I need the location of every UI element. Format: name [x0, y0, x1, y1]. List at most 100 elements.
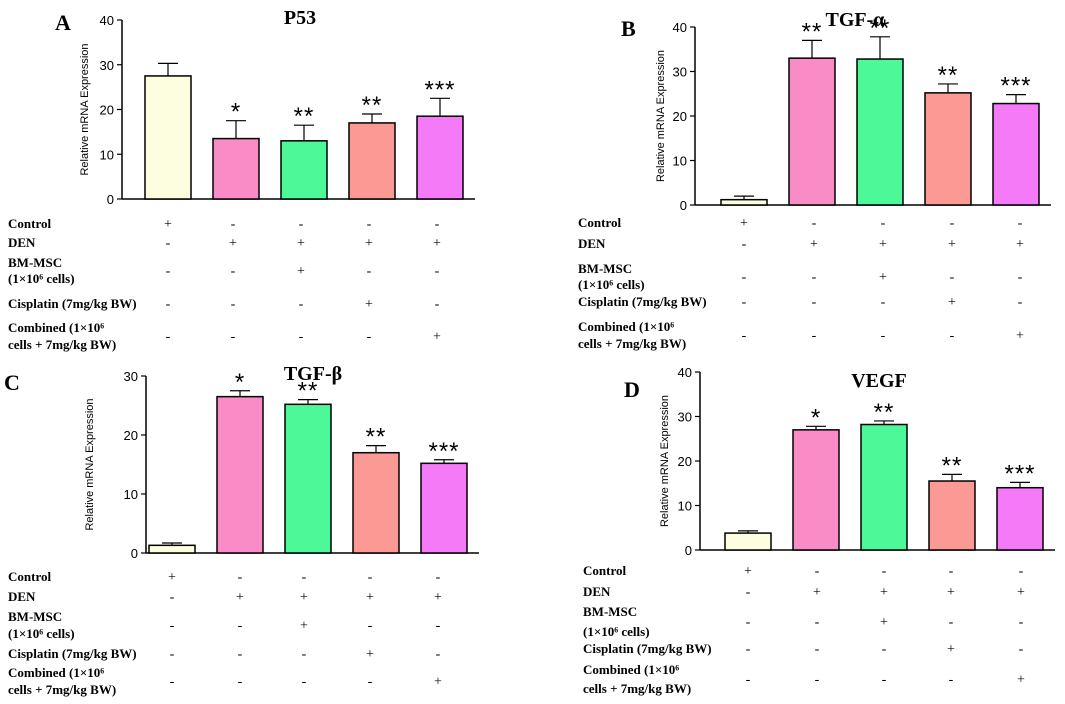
treatment-sign: -: [746, 585, 751, 600]
significance-label: *: [235, 369, 245, 396]
treatment-sign: -: [815, 642, 820, 657]
row-label: Cisplatin (7mg/kg BW): [8, 646, 137, 661]
row-label: cells + 7mg/kg BW): [583, 681, 691, 696]
treatment-sign: -: [746, 615, 751, 630]
row-label: Control: [8, 569, 51, 584]
treatment-sign: -: [881, 329, 886, 344]
treatment-sign: -: [302, 675, 307, 690]
treatment-sign: +: [365, 236, 373, 251]
treatment-sign: -: [949, 673, 954, 688]
significance-label: **: [802, 18, 823, 45]
panel-letter: A: [55, 10, 71, 35]
y-axis-label: Relative mRNA Expression: [84, 398, 96, 530]
significance-label: **: [294, 103, 315, 130]
bar-bmmsc: [284, 403, 332, 554]
treatment-sign: -: [231, 217, 236, 232]
treatment-sign: -: [436, 570, 441, 585]
bar-control: [144, 75, 192, 200]
y-axis-label: Relative mRNA Expression: [659, 395, 671, 527]
treatment-sign: +: [366, 647, 374, 662]
y-tick-label: 10: [124, 487, 138, 502]
row-label: DEN: [578, 236, 606, 251]
y-tick-label: 0: [131, 546, 138, 561]
treatment-sign: -: [435, 297, 440, 312]
treatment-sign: -: [238, 647, 243, 662]
treatment-sign: +: [948, 295, 956, 310]
treatment-sign: -: [302, 570, 307, 585]
treatment-sign: -: [166, 297, 171, 312]
treatment-sign: +: [879, 270, 887, 285]
treatment-sign: +: [229, 236, 237, 251]
row-label: (1×10⁶ cells): [583, 624, 650, 639]
treatment-sign: -: [950, 216, 955, 231]
treatment-sign: -: [949, 615, 954, 630]
treatment-sign: -: [170, 590, 175, 605]
bar-control: [148, 544, 196, 554]
treatment-sign: -: [815, 564, 820, 579]
treatment-sign: -: [815, 673, 820, 688]
row-label: BM-MSC: [578, 261, 632, 276]
treatment-sign: -: [368, 570, 373, 585]
significance-label: ***: [428, 438, 459, 465]
treatment-sign: -: [950, 270, 955, 285]
y-tick-label: 20: [100, 103, 114, 118]
treatment-sign: +: [879, 237, 887, 252]
treatment-sign: +: [880, 615, 888, 630]
row-label: Control: [578, 215, 621, 230]
chart-title: P53: [284, 7, 316, 29]
bar-control: [720, 198, 768, 206]
row-label: Control: [583, 563, 626, 578]
treatment-sign: +: [880, 585, 888, 600]
treatment-sign: -: [882, 642, 887, 657]
treatment-sign: -: [299, 217, 304, 232]
row-label: Cisplatin (7mg/kg BW): [8, 296, 137, 311]
treatment-sign: -: [302, 647, 307, 662]
y-tick-label: 30: [678, 410, 692, 425]
treatment-sign: -: [881, 216, 886, 231]
bar-bmmsc: [856, 58, 904, 206]
bar-den: [216, 395, 264, 554]
significance-label: **: [298, 378, 319, 405]
treatment-sign: -: [170, 619, 175, 634]
treatment-sign: -: [368, 675, 373, 690]
y-tick-label: 0: [107, 192, 114, 207]
treatment-sign: +: [297, 236, 305, 251]
treatment-sign: +: [366, 590, 374, 605]
y-tick-label: 40: [100, 13, 114, 28]
treatment-sign: -: [299, 330, 304, 345]
treatment-sign: -: [812, 295, 817, 310]
treatment-sign: -: [367, 264, 372, 279]
treatment-sign: -: [1019, 615, 1024, 630]
treatment-sign: -: [742, 270, 747, 285]
y-tick-label: 20: [124, 428, 138, 443]
row-label: Combined (1×10⁶: [578, 319, 674, 334]
treatment-sign: +: [1016, 237, 1024, 252]
treatment-sign: -: [1019, 642, 1024, 657]
row-label: cells + 7mg/kg BW): [8, 337, 116, 352]
significance-label: **: [366, 424, 387, 451]
treatment-sign: -: [436, 619, 441, 634]
bar-combined: [996, 486, 1044, 551]
treatment-sign: -: [166, 236, 171, 251]
treatment-sign: +: [1016, 329, 1024, 344]
treatment-sign: -: [170, 647, 175, 662]
row-label: BM-MSC: [8, 609, 62, 624]
bar-den: [788, 57, 836, 206]
treatment-sign: -: [812, 216, 817, 231]
chart-title: TGF-α: [826, 9, 885, 31]
row-label: DEN: [8, 235, 36, 250]
bar-control: [724, 532, 772, 551]
treatment-sign: +: [300, 619, 308, 634]
bar-combined: [992, 102, 1040, 206]
treatment-sign: +: [164, 217, 172, 232]
treatment-sign: -: [238, 570, 243, 585]
treatment-sign: -: [950, 329, 955, 344]
treatment-sign: -: [367, 330, 372, 345]
row-label: Combined (1×10⁶: [583, 662, 679, 677]
treatment-sign: -: [166, 330, 171, 345]
treatment-sign: +: [740, 216, 748, 231]
treatment-sign: +: [300, 590, 308, 605]
y-tick-label: 30: [124, 369, 138, 384]
row-label: BM-MSC: [8, 255, 62, 270]
treatment-sign: -: [1018, 270, 1023, 285]
